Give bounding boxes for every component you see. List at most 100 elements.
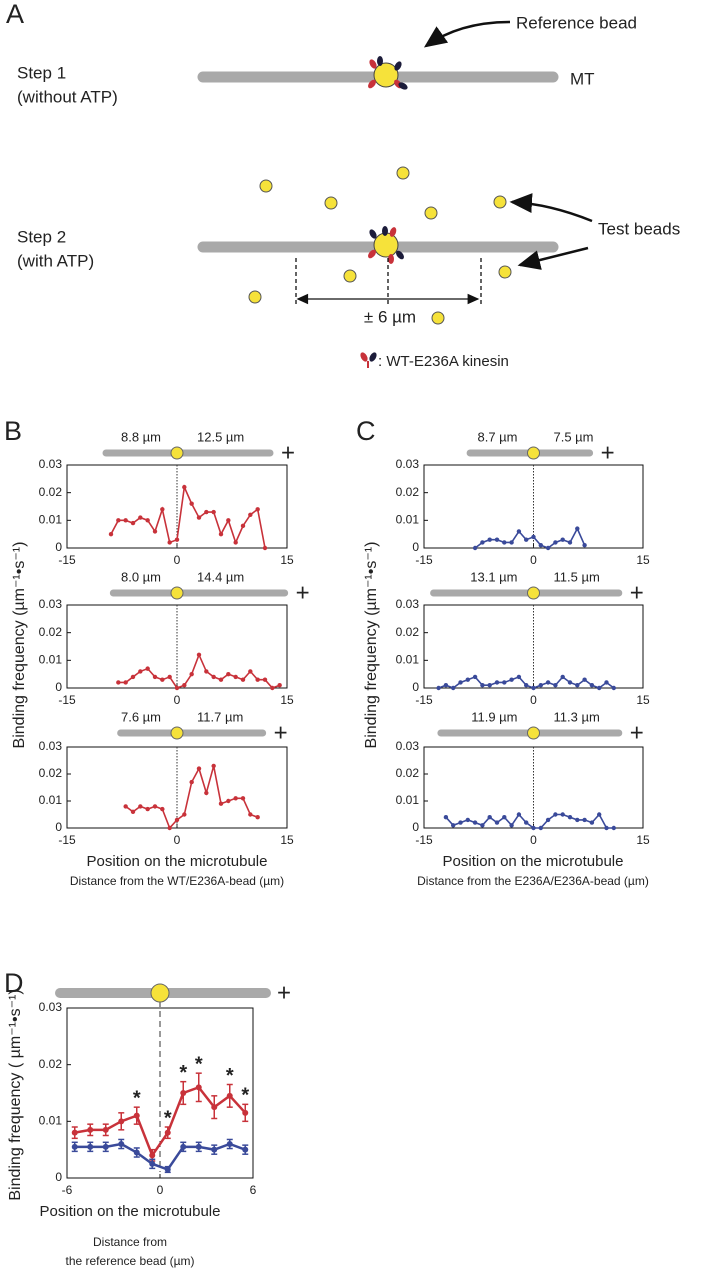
y-tick-label: 0.02 <box>39 766 63 780</box>
data-point <box>233 674 238 680</box>
data-point <box>524 537 529 542</box>
data-point <box>204 509 209 515</box>
data-point <box>133 1112 140 1119</box>
data-point <box>233 796 238 801</box>
x-tick-label: -15 <box>58 833 76 847</box>
data-point <box>149 1152 156 1159</box>
data-point <box>560 812 565 817</box>
data-point <box>494 680 500 685</box>
data-point <box>472 674 478 680</box>
data-point <box>524 683 529 688</box>
y-tick-label: 0.01 <box>396 793 420 807</box>
data-point <box>255 507 260 512</box>
data-point <box>553 540 558 545</box>
data-point <box>277 683 282 688</box>
data-point <box>524 820 529 825</box>
data-point <box>195 1143 202 1150</box>
data-point <box>164 1129 171 1136</box>
reference-bead <box>368 56 408 90</box>
data-point <box>226 1141 233 1147</box>
plus-end: + <box>601 439 615 466</box>
data-point <box>174 817 180 823</box>
y-tick-label: 0 <box>412 820 419 834</box>
y-tick-label: 0.01 <box>396 653 420 667</box>
data-point <box>582 677 587 682</box>
x-tick-label: 0 <box>174 693 181 707</box>
data-point <box>611 825 616 831</box>
mt-length: 11.3 µm <box>554 709 600 724</box>
y-tick-label: 0 <box>55 540 62 554</box>
y-tick-label: 0.02 <box>39 485 63 499</box>
significance-star: * <box>241 1085 249 1107</box>
bead <box>170 446 184 460</box>
kinesin-icon <box>360 352 377 368</box>
data-point <box>451 685 456 691</box>
mt-length: 7.5 µm <box>554 429 594 444</box>
y-tick-label: 0.01 <box>396 513 420 527</box>
y-tick-label: 0.01 <box>39 793 63 807</box>
data-point <box>211 674 216 680</box>
data-point <box>174 685 180 691</box>
data-point <box>240 796 246 801</box>
bead <box>527 586 540 600</box>
data-point <box>589 683 595 688</box>
data-point <box>248 669 253 674</box>
data-point <box>575 817 580 823</box>
data-point <box>102 1143 109 1150</box>
data-point <box>465 677 470 682</box>
data-point <box>487 537 492 542</box>
x-tick-label: 0 <box>157 1183 164 1197</box>
data-point <box>472 820 478 825</box>
bead <box>527 726 540 740</box>
data-point <box>480 683 485 688</box>
data-point <box>560 674 565 680</box>
y-axis-label: Binding frequency (µm⁻¹•s⁻¹) <box>363 542 380 749</box>
data-point <box>189 671 194 677</box>
x-axis-label: Position on the microtubule <box>40 1203 221 1220</box>
series-line <box>474 526 586 549</box>
data-point <box>545 817 551 823</box>
data-point <box>149 1160 156 1167</box>
step-label: Step 2 <box>17 227 66 246</box>
bead <box>527 446 540 460</box>
significance-star: * <box>133 1087 141 1109</box>
data-point <box>123 804 128 809</box>
data-point <box>575 526 580 531</box>
x-axis-label: Position on the microtubule <box>443 853 624 870</box>
test-beads-label: Test beads <box>598 219 680 238</box>
data-point <box>575 683 580 688</box>
data-point <box>211 509 216 515</box>
plus-end: + <box>274 719 288 746</box>
data-point <box>240 677 246 682</box>
x-axis-sublabel: Distance from the WT/E236A-bead (µm) <box>70 874 284 888</box>
x-tick-label: -15 <box>415 693 433 707</box>
y-tick-label: 0.02 <box>39 625 63 639</box>
data-point <box>233 540 238 545</box>
data-point <box>226 671 231 677</box>
data-point <box>116 518 121 523</box>
data-point <box>509 677 514 682</box>
x-tick-label: 0 <box>174 553 181 567</box>
data-point <box>560 537 565 542</box>
x-tick-label: 15 <box>636 833 650 847</box>
data-point <box>226 518 231 523</box>
data-point <box>531 685 536 691</box>
data-point <box>494 537 500 542</box>
y-tick-label: 0.03 <box>396 597 420 611</box>
y-tick-label: 0.02 <box>396 766 420 780</box>
data-point <box>167 825 172 831</box>
x-axis-sublabel: Distance from the E236A/E236A-bead (µm) <box>417 874 649 888</box>
y-tick-label: 0 <box>412 680 419 694</box>
y-tick-label: 0.03 <box>39 457 63 471</box>
data-point <box>218 677 224 682</box>
arrow <box>517 246 589 270</box>
x-tick-label: 15 <box>636 693 650 707</box>
y-tick-label: 0 <box>55 1170 62 1184</box>
data-point <box>451 823 456 828</box>
data-point <box>204 669 209 674</box>
data-point <box>152 674 158 680</box>
plus-end: + <box>630 719 644 746</box>
plus-end: + <box>296 579 310 606</box>
data-point <box>189 501 194 506</box>
data-point <box>465 817 470 823</box>
